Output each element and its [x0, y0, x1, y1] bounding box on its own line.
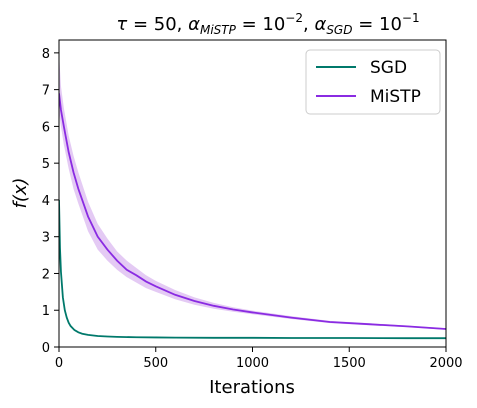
series-line-sgd: [59, 199, 446, 340]
x-tick-label: 1000: [236, 356, 269, 371]
y-axis-label: f(x): [10, 177, 31, 208]
y-tick-label: 5: [42, 157, 50, 172]
x-tick-label: 0: [55, 356, 63, 371]
x-tick-label: 2000: [429, 356, 462, 371]
x-axis-label: Iterations: [209, 377, 295, 398]
chart-title: τ = 50, αMiSTP = 10−2, αSGD = 10−1: [116, 11, 419, 37]
x-tick-label: 1500: [333, 356, 366, 371]
y-tick-label: 4: [42, 194, 50, 209]
y-tick-label: 8: [42, 47, 50, 62]
y-tick-label: 3: [42, 231, 50, 246]
y-tick-label: 6: [42, 120, 50, 135]
legend-label-sgd: SGD: [370, 58, 407, 78]
legend-label-mistp: MiSTP: [370, 87, 421, 107]
legend: SGD MiSTP: [305, 49, 441, 115]
y-tick-label: 7: [42, 84, 50, 99]
y-tick-label: 2: [42, 267, 50, 282]
x-tick-label: 500: [143, 356, 168, 371]
axes: 0 500 1000 1500 2000 0 1 2 3 4 5 6 7 8: [42, 39, 463, 371]
y-tick-label: 0: [42, 341, 50, 356]
plot-area: [59, 52, 446, 340]
y-tick-label: 1: [42, 304, 50, 319]
series-line-mistp: [59, 93, 446, 330]
